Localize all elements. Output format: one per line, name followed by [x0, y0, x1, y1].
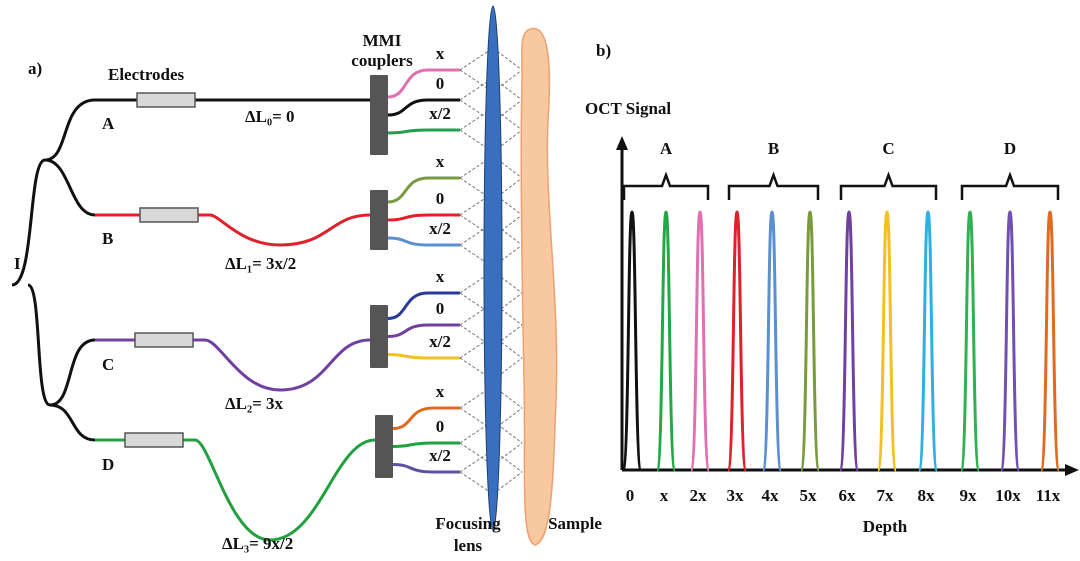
output-waveguide: [387, 176, 460, 204]
depth-label: 8x: [918, 486, 936, 505]
brace: [960, 171, 1060, 200]
peak: [621, 210, 643, 472]
peak: [726, 210, 748, 472]
y-axis-label: OCT Signal: [585, 99, 671, 118]
electrode: [134, 332, 194, 348]
group-label: D: [1004, 139, 1016, 158]
peak: [959, 210, 981, 472]
depth-label: 11x: [1036, 486, 1061, 505]
output-waveguide: [392, 441, 460, 448]
depth-label: 0: [626, 486, 635, 505]
output-waveguide: [387, 291, 460, 320]
depth-label: 9x: [960, 486, 978, 505]
output-label: x: [436, 152, 445, 171]
tree-root: [11, 158, 51, 407]
depth-label: 6x: [839, 486, 857, 505]
depth-label: 3x: [727, 486, 745, 505]
waveguide: [95, 438, 376, 542]
mmi-coupler: [375, 415, 393, 478]
focusing-lens: [483, 5, 503, 531]
peak: [917, 210, 939, 472]
peak: [761, 210, 783, 472]
brace: [727, 171, 820, 200]
mmi-coupler: [370, 75, 388, 155]
electrode: [124, 432, 184, 448]
branch-label: A: [102, 114, 115, 133]
peak: [838, 210, 860, 472]
lens-word: lens: [454, 536, 483, 555]
depth-label: 10x: [995, 486, 1021, 505]
delta-label: ΔL₁= 3x/2: [225, 254, 296, 273]
output-waveguide: [392, 406, 460, 430]
panel-label: a): [28, 59, 42, 78]
depth-label: 2x: [690, 486, 708, 505]
branch-label: D: [102, 455, 114, 474]
output-waveguide: [387, 353, 460, 360]
output-waveguide: [387, 323, 460, 338]
output-label: x: [436, 44, 445, 63]
delta-label: ΔL₀= 0: [245, 107, 295, 126]
peak: [876, 210, 898, 472]
depth-label: x: [660, 486, 669, 505]
lens-label: Focusing lens: [435, 514, 501, 555]
axes: [620, 145, 1070, 472]
depth-label: 5x: [800, 486, 818, 505]
depth-label: 4x: [762, 486, 780, 505]
mmi-coupler: [370, 190, 388, 250]
peak: [655, 210, 677, 472]
tree-upper: [44, 98, 96, 217]
peak: [689, 210, 711, 472]
delta-label: ΔL₂= 3x: [225, 394, 284, 413]
group-label: B: [768, 139, 779, 158]
peak: [799, 210, 821, 472]
output-waveguide: [387, 213, 460, 222]
waveguide: [95, 338, 371, 392]
electrode: [136, 92, 196, 108]
brace: [622, 171, 710, 200]
tree-lower: [49, 338, 96, 442]
branch-label: B: [102, 229, 113, 248]
output-label: 0: [436, 74, 445, 93]
output-label: 0: [436, 189, 445, 208]
brace: [839, 171, 938, 200]
electrodes-label: Electrodes: [108, 65, 185, 84]
panel-label: b): [596, 41, 611, 60]
peak: [999, 210, 1021, 472]
output-waveguide: [387, 68, 460, 99]
depth-label: 7x: [877, 486, 895, 505]
couplers-word: MMI: [363, 31, 402, 50]
x-axis-label: Depth: [863, 517, 908, 536]
mmi-coupler: [370, 305, 388, 368]
delta-label: ΔL₃= 9x/2: [222, 534, 293, 553]
output-label: x/2: [429, 104, 451, 123]
electrode: [139, 207, 199, 223]
couplers-word: couplers: [351, 51, 413, 70]
output-label: 0: [436, 417, 445, 436]
output-waveguide: [387, 128, 460, 135]
peak: [1039, 210, 1061, 472]
output-label: x: [436, 382, 445, 401]
branch-label: C: [102, 355, 114, 374]
output-label: x/2: [429, 446, 451, 465]
output-label: x/2: [429, 332, 451, 351]
output-waveguide: [392, 463, 460, 474]
input-label: I: [14, 254, 21, 273]
output-label: 0: [436, 299, 445, 318]
output-waveguide: [387, 98, 460, 117]
output-label: x: [436, 267, 445, 286]
sample-label: Sample: [548, 514, 602, 533]
group-label: C: [882, 139, 894, 158]
sample: [520, 27, 558, 546]
output-label: x/2: [429, 219, 451, 238]
output-waveguide: [387, 236, 460, 247]
couplers-label: MMI couplers: [351, 31, 413, 70]
waveguide: [95, 213, 371, 247]
lens-word: Focusing: [435, 514, 501, 533]
group-label: A: [660, 139, 673, 158]
